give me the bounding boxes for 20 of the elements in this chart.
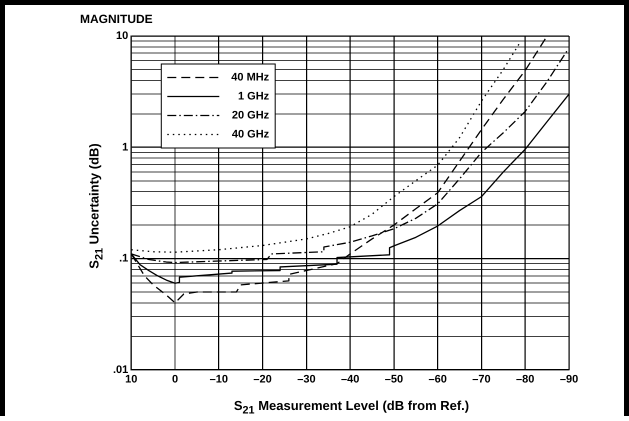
x-tick-label: –60	[428, 373, 447, 386]
x-tick-label: 0	[172, 373, 178, 386]
legend-label: 20 GHz	[232, 110, 270, 122]
y-tick-label: .1	[119, 252, 128, 265]
x-tick-label: –10	[210, 373, 228, 386]
x-tick-label: –80	[516, 373, 534, 386]
legend-label: 1 GHz	[238, 90, 270, 103]
x-tick-label: –40	[340, 373, 360, 386]
x-axis-title: S$_{21}$ Measurement Level (dB from Ref.)	[232, 398, 470, 417]
y-tick-label: .01	[112, 364, 128, 376]
chart-title: MAGNITUDE	[80, 12, 153, 26]
x-tick-label: –70	[472, 373, 491, 386]
legend-label: 40 MHz	[231, 72, 270, 84]
x-tick-label: –50	[384, 373, 404, 386]
x-tick-label: –90	[560, 373, 578, 386]
x-tick-label: –30	[297, 373, 316, 386]
x-tick-label: –20	[253, 373, 272, 386]
legend-label: 40 GHz	[232, 128, 270, 141]
y-tick-label: 10	[116, 30, 128, 42]
y-tick-label: 1	[122, 141, 128, 154]
